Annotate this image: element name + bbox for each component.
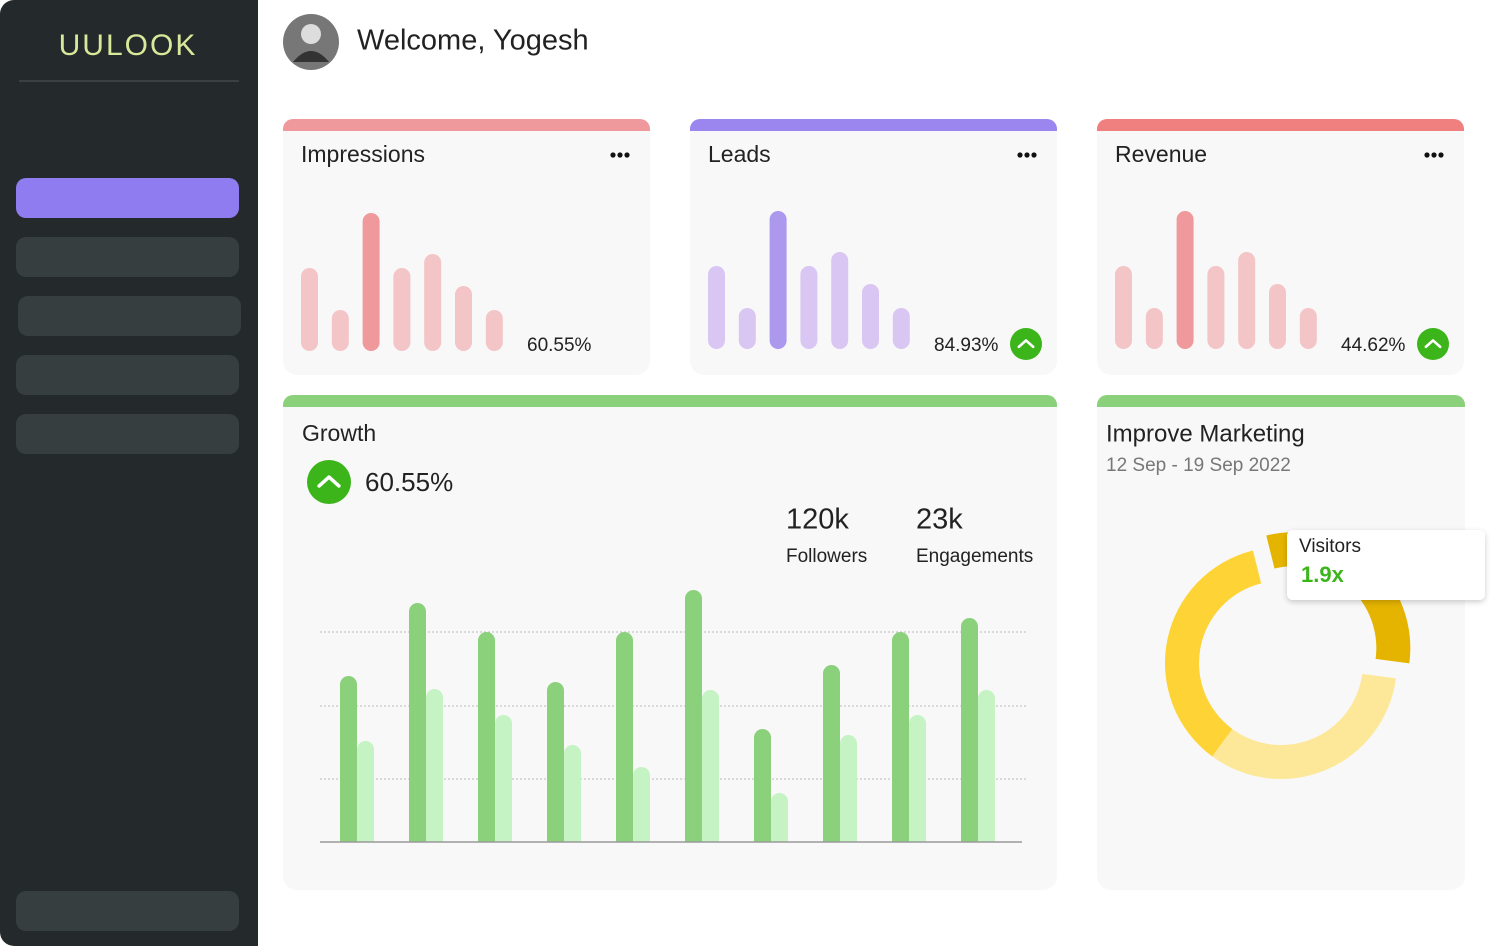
growth-bar bbox=[357, 741, 374, 842]
stat-label: Followers bbox=[786, 546, 867, 567]
mini-bar bbox=[1207, 266, 1225, 349]
card-stripe bbox=[1097, 395, 1465, 407]
growth-bar bbox=[478, 632, 495, 842]
avatar-head bbox=[301, 24, 321, 44]
trend-up-icon bbox=[1010, 328, 1042, 360]
growth-bar bbox=[909, 715, 926, 842]
card-percent: 60.55% bbox=[527, 335, 592, 356]
growth-title: Growth bbox=[302, 420, 376, 446]
card-stripe bbox=[283, 119, 650, 131]
menu-dot bbox=[1431, 152, 1437, 158]
growth-bar bbox=[685, 590, 702, 842]
growth-bar bbox=[495, 715, 512, 842]
avatar-body bbox=[293, 51, 329, 62]
marketing-dates: 12 Sep - 19 Sep 2022 bbox=[1106, 455, 1291, 476]
nav-item[interactable] bbox=[16, 237, 239, 277]
tooltip-label: Visitors bbox=[1299, 536, 1361, 557]
mini-bar bbox=[892, 308, 910, 349]
growth-bar bbox=[702, 690, 719, 842]
growth-bar bbox=[754, 729, 771, 842]
trend-up-icon bbox=[307, 460, 351, 504]
marketing-title: Improve Marketing bbox=[1106, 420, 1305, 447]
card-stripe bbox=[283, 395, 1057, 407]
growth-bar bbox=[633, 767, 650, 842]
card-percent: 84.93% bbox=[934, 335, 999, 356]
mini-bar bbox=[1115, 266, 1132, 349]
growth-bar bbox=[426, 689, 443, 842]
mini-bar bbox=[1238, 252, 1256, 349]
mini-bar bbox=[769, 211, 787, 349]
menu-dot bbox=[1017, 152, 1023, 158]
greeting: Welcome, Yogesh bbox=[357, 25, 589, 57]
mini-bar bbox=[1145, 308, 1163, 349]
card-stripe bbox=[690, 119, 1057, 131]
menu-dot bbox=[1031, 152, 1037, 158]
mini-bar bbox=[485, 310, 503, 351]
growth-bar bbox=[409, 603, 426, 842]
chevron bbox=[1424, 339, 1442, 349]
growth-bar bbox=[823, 665, 840, 842]
tooltip-value: 1.9x bbox=[1301, 562, 1345, 587]
menu-dot bbox=[1438, 152, 1444, 158]
menu-dot bbox=[1024, 152, 1030, 158]
menu-dot bbox=[617, 152, 623, 158]
mini-bar bbox=[708, 266, 725, 349]
menu-dot bbox=[1424, 152, 1430, 158]
stat-label: Engagements bbox=[916, 546, 1033, 567]
mini-bar bbox=[301, 268, 318, 351]
mini-bar bbox=[1299, 308, 1317, 349]
donut-segment bbox=[1212, 673, 1396, 779]
mini-bar bbox=[862, 284, 879, 349]
growth-bar bbox=[547, 682, 564, 842]
mini-bar bbox=[455, 286, 472, 351]
logo: UULOOK bbox=[59, 29, 198, 62]
growth-bar bbox=[564, 745, 581, 842]
growth-bar bbox=[978, 690, 995, 842]
mini-bar bbox=[393, 268, 411, 351]
stat-value: 120k bbox=[786, 504, 849, 536]
growth-bar bbox=[892, 632, 909, 842]
mini-bar bbox=[1269, 284, 1286, 349]
mini-bar bbox=[831, 252, 849, 349]
growth-bar bbox=[771, 793, 788, 842]
mini-bar bbox=[800, 266, 818, 349]
menu-dot bbox=[610, 152, 616, 158]
mini-bar bbox=[331, 310, 349, 351]
mini-bar bbox=[424, 254, 442, 351]
mini-bar bbox=[1176, 211, 1194, 349]
card-title: Leads bbox=[708, 141, 771, 167]
nav-item[interactable] bbox=[18, 296, 241, 336]
donut-segment bbox=[1165, 550, 1262, 757]
menu-dot bbox=[624, 152, 630, 158]
growth-bar bbox=[340, 676, 357, 842]
growth-bar bbox=[616, 632, 633, 842]
card-title: Impressions bbox=[301, 141, 425, 167]
sidebar bbox=[0, 0, 258, 946]
nav-item-active[interactable] bbox=[16, 178, 239, 218]
card-stripe bbox=[1097, 119, 1464, 131]
card-title: Revenue bbox=[1115, 141, 1207, 167]
nav-item[interactable] bbox=[16, 414, 239, 454]
chevron bbox=[1017, 339, 1035, 349]
stat-value: 23k bbox=[916, 504, 963, 536]
tooltip bbox=[1287, 530, 1485, 600]
trend-up-icon bbox=[1417, 328, 1449, 360]
nav-item[interactable] bbox=[16, 355, 239, 395]
growth-bar bbox=[961, 618, 978, 842]
card bbox=[283, 407, 1057, 890]
nav-item[interactable] bbox=[16, 891, 239, 931]
chevron bbox=[317, 475, 341, 488]
growth-bar bbox=[840, 735, 857, 842]
mini-bar bbox=[738, 308, 756, 349]
card-percent: 44.62% bbox=[1341, 335, 1406, 356]
mini-bar bbox=[362, 213, 380, 351]
card bbox=[1097, 407, 1465, 890]
growth-percent: 60.55% bbox=[365, 467, 453, 497]
